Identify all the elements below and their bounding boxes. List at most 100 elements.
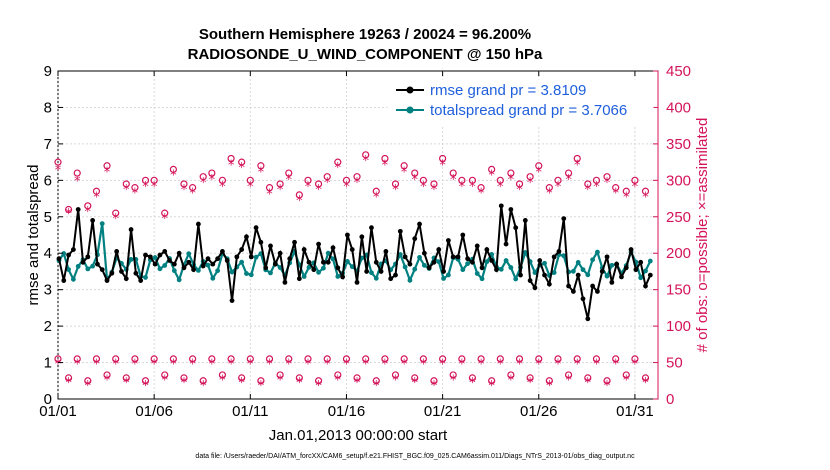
obs-possible-lower [295,374,303,382]
spread-point [479,276,485,282]
obs-assimilated-lower: * [132,357,139,372]
obs-possible-upper [458,176,466,184]
obs-assimilated-lower: * [277,373,284,388]
rmse-point [537,258,543,263]
spread-point [349,264,355,270]
y-left-tick-label: 6 [44,172,52,189]
spread-point [421,262,427,268]
obs-assimilated-lower: * [161,373,168,388]
rmse-line [57,205,652,320]
obs-assimilated-upper: * [555,180,562,195]
spread-point [90,263,96,269]
obs-assimilated-upper: * [478,187,485,202]
obs-possible-lower [218,371,227,379]
rmse-point [258,239,264,245]
spread-point [643,268,648,274]
spread-point [99,221,105,227]
rmse-point [522,218,528,223]
rmse-point [277,250,283,256]
rmse-point [441,269,446,274]
footnote: data file: /Users/raeder/DAI/ATM_forcXX/… [195,453,635,460]
obs-assimilated-upper: * [431,183,438,198]
obs-possible-lower [150,355,158,363]
obs-possible-lower [564,371,573,379]
rmse-point [56,256,62,262]
obs-possible-upper [103,162,111,170]
obs-assimilated-lower: * [612,357,619,372]
obs-possible-lower [208,355,216,363]
obs-possible-upper [150,176,158,184]
obs-possible-upper [353,173,361,181]
rmse-point [306,259,312,265]
rmse-point [345,232,350,238]
spread-point [239,259,245,265]
rmse-point [585,316,591,322]
obs-possible-upper [381,154,389,163]
rmse-point [162,249,168,254]
obs-possible-lower [54,355,62,363]
rmse-point [239,247,245,252]
rmse-point [643,283,648,289]
obs-assimilated-upper: * [228,158,235,173]
obs-possible-lower [372,377,380,385]
rmse-point [494,267,499,273]
obs-assimilated-upper: * [315,183,322,198]
rmse-point [119,269,124,274]
rmse-point [551,254,557,260]
spread-point [152,255,158,260]
obs-assimilated-upper: * [450,173,457,188]
obs-possible-lower [334,371,342,379]
obs-possible-upper [141,176,150,184]
rmse-point [359,234,365,240]
obs-possible-upper [488,165,496,173]
rmse-point [143,252,148,258]
rmse-point [200,263,206,269]
obs-assimilated-upper: * [142,180,149,195]
obs-assimilated-lower: * [362,357,369,372]
obs-assimilated-lower: * [354,376,361,391]
spread-point [441,276,446,281]
y-left-tick-label: 7 [44,136,52,153]
obs-assimilated-lower: * [296,376,303,391]
obs-assimilated-upper: * [161,212,168,227]
obs-possible-upper [122,180,130,188]
obs-possible-lower [122,374,130,382]
obs-possible-lower [439,355,447,363]
obs-possible-upper [411,169,419,177]
obs-possible-upper [430,180,438,188]
rmse-point [397,228,403,234]
obs-assimilated-lower: * [286,357,293,372]
spread-point [248,272,254,278]
obs-assimilated-upper: * [439,158,446,173]
spread-point [402,264,408,270]
spread-point [465,261,471,267]
axes: 01/01 01/06 01/11 01/16 01/21 01/26 01/31 0 1 2 3 4… [39,63,691,420]
spread-point [128,257,134,262]
spread-point [143,275,148,280]
spread-point [335,274,341,279]
obs-assimilated-upper: * [55,163,62,178]
spread-point [162,263,168,268]
obs-possible-upper [131,184,139,192]
obs-assimilated-lower: * [65,376,72,391]
rmse-point [566,283,571,289]
obs-possible-lower [161,371,169,379]
obs-markers: ****************************************… [54,151,649,394]
spread-point [575,259,581,265]
obs-assimilated-lower: * [411,376,418,391]
y-left-tick-label: 4 [44,245,52,262]
spread-point [604,273,610,279]
obs-assimilated-lower: * [623,373,630,388]
obs-assimilated-upper: * [132,187,139,202]
spread-point [474,271,480,276]
rmse-point [75,207,81,212]
obs-possible-lower [381,355,389,363]
spread-point [186,251,192,257]
y-left-tick-label: 1 [44,355,52,372]
rmse-point [402,254,408,260]
spread-point [498,266,504,272]
rmse-point [205,256,211,262]
obs-possible-upper [265,184,274,192]
rmse-point [171,261,177,267]
rmse-point [556,249,562,254]
